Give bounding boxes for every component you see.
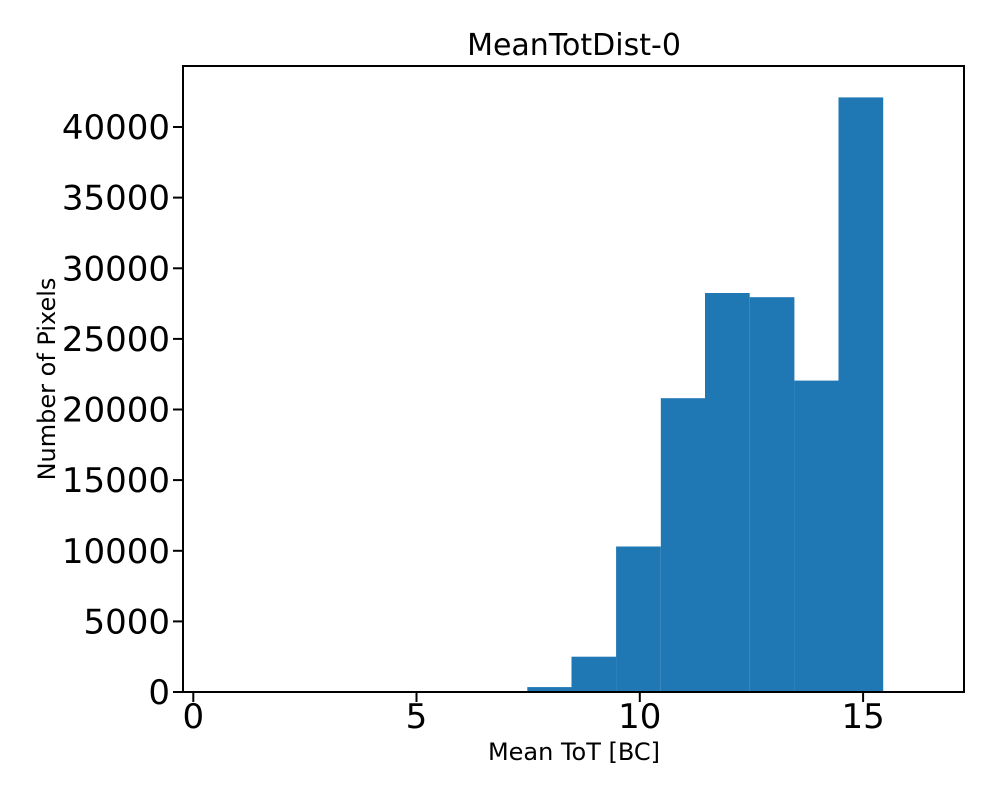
axes-group: 0 5 10 15 0 5000 10000 15000 20000 25000 30000 3500… [62, 108, 885, 737]
histogram-bar [571, 656, 617, 692]
y-tick-label: 30000 [62, 249, 170, 289]
y-tick-label: 35000 [62, 179, 170, 219]
y-tick-label: 10000 [62, 532, 170, 572]
histogram-bar [749, 297, 795, 692]
y-tick-label: 20000 [62, 391, 170, 431]
histogram-bar [838, 97, 884, 692]
y-tick-label: 0 [148, 673, 170, 713]
plot-frame [182, 65, 965, 693]
histogram-bar [527, 687, 572, 692]
histogram-bar [616, 546, 661, 692]
x-axis-label: Mean ToT [BC] [488, 738, 660, 766]
x-tick-label: 5 [406, 697, 428, 737]
y-axis-label: Number of Pixels [33, 278, 61, 481]
y-tick-label: 25000 [62, 320, 170, 360]
y-tick-label: 40000 [62, 108, 170, 148]
histogram-bar [660, 398, 705, 692]
x-tick-label: 15 [841, 697, 884, 737]
histogram-bar [705, 293, 750, 692]
y-tick-label: 15000 [62, 461, 170, 501]
x-tick-label: 0 [182, 697, 204, 737]
histogram-bar [794, 380, 839, 692]
chart-title: MeanTotDist-0 [467, 28, 681, 63]
y-tick-label: 5000 [83, 602, 170, 642]
bars-group [527, 97, 884, 692]
x-tick-label: 10 [618, 697, 661, 737]
